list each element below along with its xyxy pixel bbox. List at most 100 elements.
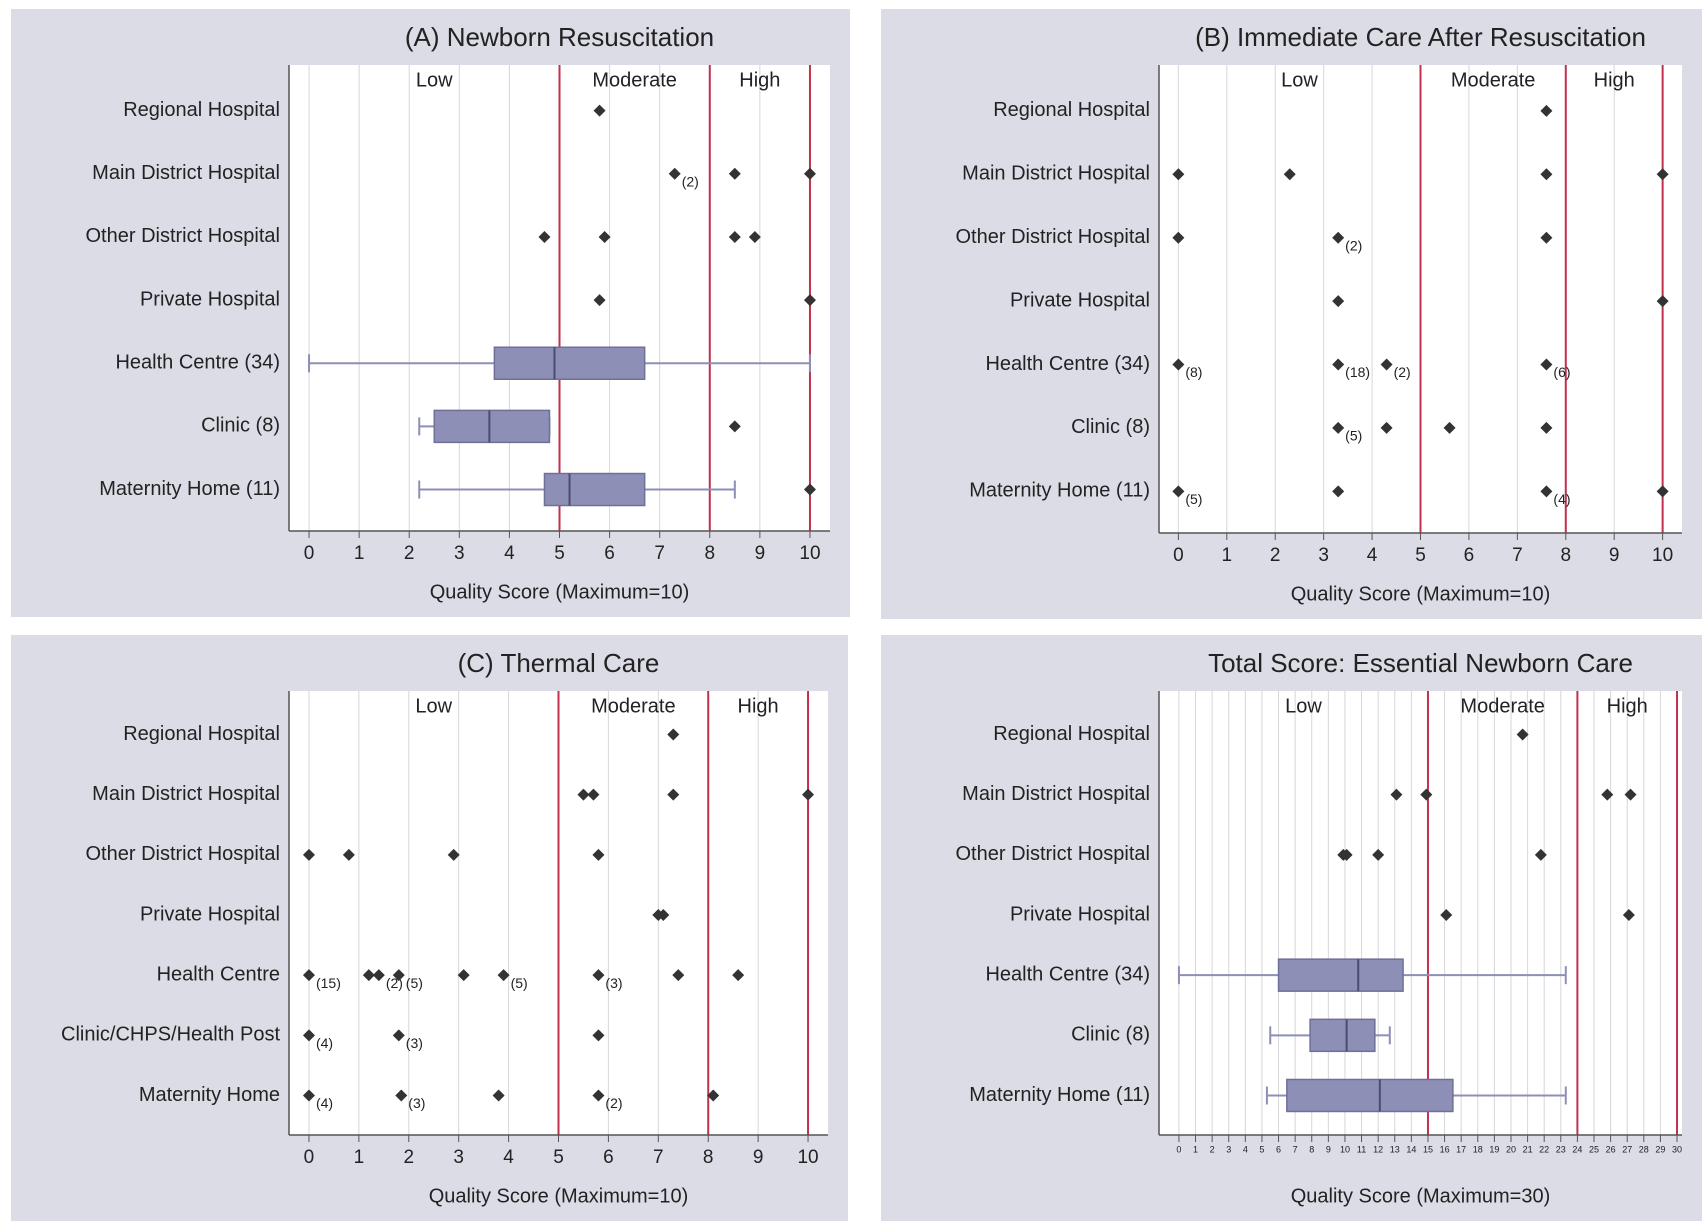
count-label: (4) xyxy=(316,1095,333,1111)
point xyxy=(1172,485,1185,498)
point xyxy=(392,1029,405,1042)
x-tick-label: 5 xyxy=(554,543,565,564)
point xyxy=(593,294,606,307)
point xyxy=(1332,295,1345,308)
box xyxy=(543,472,646,507)
x-tick-label: 2 xyxy=(1270,545,1281,566)
category-label: Other District Hospital xyxy=(86,225,281,247)
point xyxy=(802,788,815,801)
count-label: (15) xyxy=(316,975,341,991)
point xyxy=(803,167,816,180)
point xyxy=(1380,358,1393,371)
point xyxy=(1601,788,1614,801)
category-label: Maternity Home (11) xyxy=(969,1084,1150,1106)
category-label: Health Centre (34) xyxy=(985,963,1150,985)
x-tick-label: 10 xyxy=(1652,545,1673,566)
zone-label: Moderate xyxy=(1460,695,1545,717)
x-tick-label: 1 xyxy=(354,1147,365,1168)
category-label: Maternity Home (11) xyxy=(99,478,280,500)
point xyxy=(668,167,681,180)
x-tick-label: 10 xyxy=(797,1147,818,1168)
category-label: Regional Hospital xyxy=(993,723,1150,745)
x-tick-label: 8 xyxy=(703,1147,714,1168)
point xyxy=(457,969,470,982)
count-label: (2) xyxy=(1394,364,1411,380)
x-tick-label: 17 xyxy=(1456,1144,1466,1154)
point xyxy=(538,230,551,243)
category-label: Regional Hospital xyxy=(123,723,280,745)
panel: Total Score: Essential Newborn Care Quali… xyxy=(881,635,1702,1221)
point xyxy=(592,1029,605,1042)
x-tick-label: 4 xyxy=(1367,545,1378,566)
point xyxy=(447,848,460,861)
zone-label: Low xyxy=(1285,695,1322,717)
category-label: Private Hospital xyxy=(140,288,280,310)
x-tick-label: 6 xyxy=(1276,1144,1281,1154)
point xyxy=(598,230,611,243)
point xyxy=(1516,728,1529,741)
point xyxy=(302,848,315,861)
point xyxy=(1340,848,1353,861)
x-tick-label: 8 xyxy=(1560,545,1571,566)
x-tick-label: 8 xyxy=(704,543,715,564)
category-label: Main District Hospital xyxy=(962,163,1150,185)
box xyxy=(1309,1018,1376,1053)
count-label: (8) xyxy=(1185,364,1202,380)
x-tick-label: 10 xyxy=(799,543,820,564)
x-tick-label: 29 xyxy=(1655,1144,1665,1154)
x-tick-label: 1 xyxy=(1222,545,1233,566)
category-label: Clinic (8) xyxy=(1071,1024,1150,1046)
point xyxy=(1172,231,1185,244)
count-label: (3) xyxy=(605,975,622,991)
x-tick-label: 18 xyxy=(1473,1144,1483,1154)
x-tick-label: 25 xyxy=(1589,1144,1599,1154)
x-axis-label: Quality Score (Maximum=30) xyxy=(1291,1185,1551,1207)
category-label: Private Hospital xyxy=(1010,903,1150,925)
box xyxy=(1286,1078,1454,1113)
x-tick-label: 7 xyxy=(1293,1144,1298,1154)
point xyxy=(1332,231,1345,244)
x-tick-label: 5 xyxy=(553,1147,564,1168)
x-tick-label: 0 xyxy=(304,543,315,564)
point xyxy=(1332,485,1345,498)
point xyxy=(667,788,680,801)
x-tick-label: 27 xyxy=(1622,1144,1632,1154)
zone-label: High xyxy=(1607,695,1648,717)
x-tick-label: 9 xyxy=(755,543,766,564)
x-axis-label: Quality Score (Maximum=10) xyxy=(1291,583,1551,605)
panel: (C) Thermal Care Quality Score (Maximum=1… xyxy=(11,635,848,1221)
point xyxy=(1540,168,1553,181)
zone-label: High xyxy=(739,69,780,91)
point xyxy=(587,788,600,801)
chart-title: Total Score: Essential Newborn Care xyxy=(1208,648,1633,678)
x-tick-label: 9 xyxy=(1326,1144,1331,1154)
x-tick-label: 15 xyxy=(1423,1144,1433,1154)
category-label: Regional Hospital xyxy=(123,99,280,121)
x-tick-label: 13 xyxy=(1390,1144,1400,1154)
point xyxy=(1624,788,1637,801)
category-label: Health Centre (34) xyxy=(985,353,1150,375)
point xyxy=(728,420,741,433)
category-label: Private Hospital xyxy=(1010,289,1150,311)
category-label: Maternity Home (11) xyxy=(969,480,1150,502)
point xyxy=(1440,908,1453,921)
panel: (B) Immediate Care After Resuscitation Qu… xyxy=(881,9,1702,619)
x-tick-label: 2 xyxy=(1210,1144,1215,1154)
x-tick-label: 12 xyxy=(1373,1144,1383,1154)
zone-label: High xyxy=(738,695,779,717)
x-tick-label: 6 xyxy=(1464,545,1475,566)
point xyxy=(803,483,816,496)
count-label: (3) xyxy=(408,1095,425,1111)
point xyxy=(342,848,355,861)
count-label: (3) xyxy=(406,1035,423,1051)
point xyxy=(1420,788,1433,801)
count-label: (5) xyxy=(406,975,423,991)
count-label: (2) xyxy=(1345,237,1362,253)
x-tick-label: 6 xyxy=(604,543,615,564)
point xyxy=(1656,168,1669,181)
count-label: (5) xyxy=(1345,428,1362,444)
category-label: Clinic/CHPS/Health Post xyxy=(61,1024,280,1046)
point xyxy=(1656,295,1669,308)
zone-label: Moderate xyxy=(592,69,677,91)
